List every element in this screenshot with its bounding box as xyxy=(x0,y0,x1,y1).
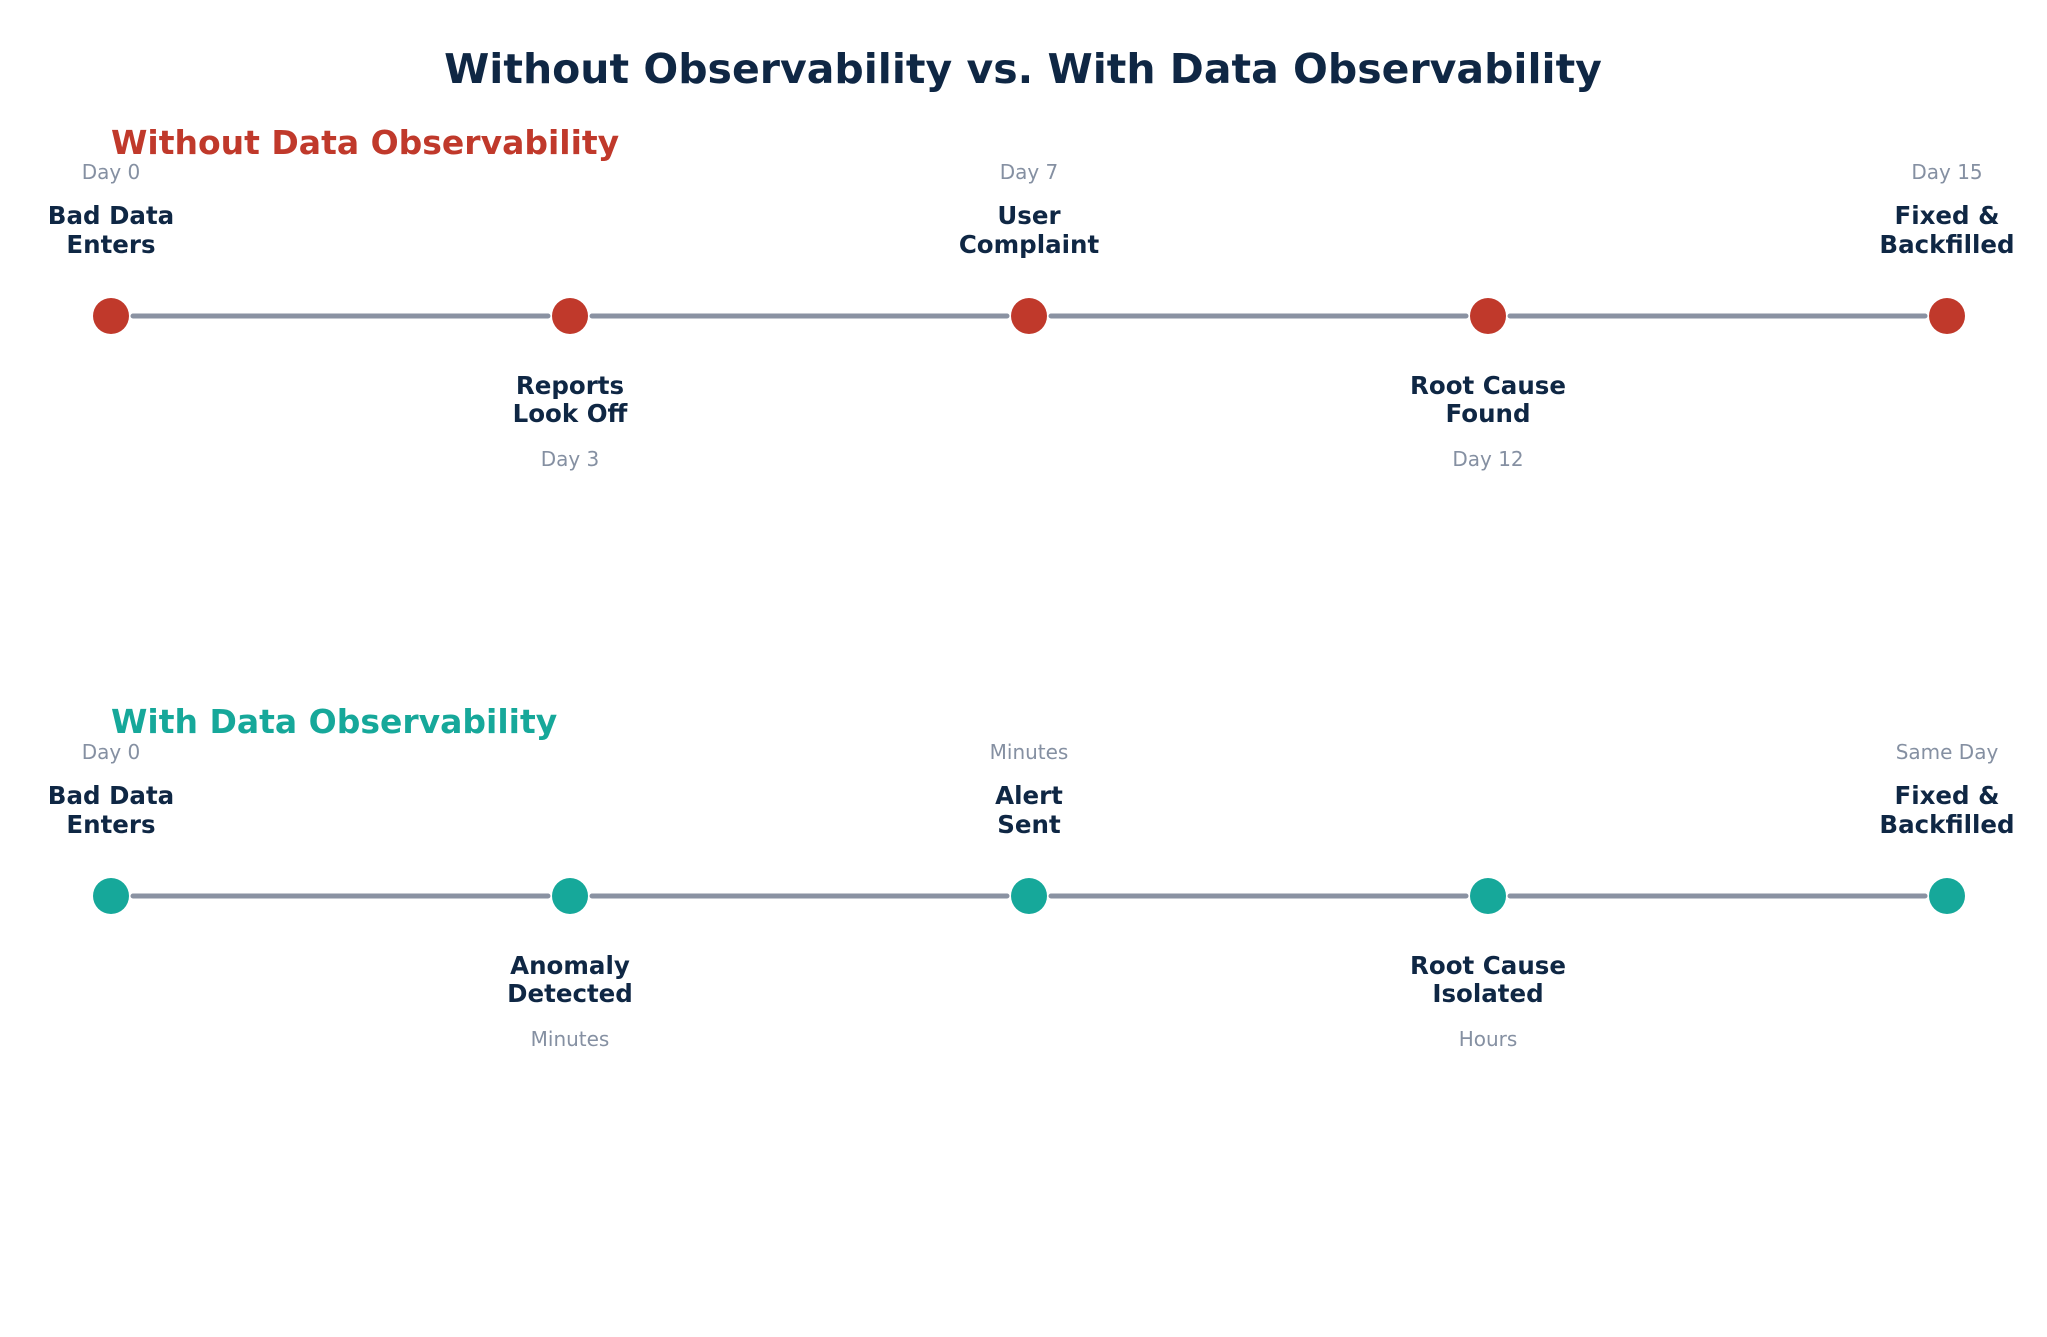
event-marker xyxy=(1011,878,1047,914)
event-label-line1: Bad Data xyxy=(48,781,174,810)
event-label-line1: Fixed & xyxy=(1895,201,2000,230)
event-label-line2: Detected xyxy=(507,979,633,1008)
event-marker xyxy=(552,298,588,334)
event-time: Hours xyxy=(1459,1027,1518,1051)
event-time: Day 3 xyxy=(541,447,600,471)
event-marker xyxy=(1929,298,1965,334)
event-time: Day 0 xyxy=(82,740,141,764)
event-label-line1: User xyxy=(997,201,1061,230)
event-label-line2: Sent xyxy=(997,810,1061,839)
event-label-line2: Backfilled xyxy=(1879,810,2014,839)
event-label-line1: Bad Data xyxy=(48,201,174,230)
event-time: Same Day xyxy=(1896,740,1999,764)
event-marker xyxy=(1929,878,1965,914)
timeline-event: Same Day Fixed &Backfilled xyxy=(1879,740,2015,914)
event-label-line2: Enters xyxy=(66,230,155,259)
event-time: Minutes xyxy=(990,740,1069,764)
event-label-line2: Backfilled xyxy=(1879,230,2014,259)
event-label-line2: Look Off xyxy=(513,399,629,428)
event-time: Day 15 xyxy=(1911,160,1982,184)
event-label-line2: Complaint xyxy=(959,230,1100,259)
event-marker xyxy=(1011,298,1047,334)
event-label-line2: Isolated xyxy=(1432,979,1543,1008)
event-marker xyxy=(1470,878,1506,914)
event-label-line1: Root Cause xyxy=(1410,371,1566,400)
event-time: Minutes xyxy=(531,1027,610,1051)
event-time: Day 7 xyxy=(1000,160,1059,184)
event-label-line1: Alert xyxy=(995,781,1063,810)
timeline-event: Day 15 Fixed &Backfilled xyxy=(1879,160,2015,334)
event-label-line2: Enters xyxy=(66,810,155,839)
event-label-line1: Reports xyxy=(516,371,624,400)
section-heading-with: With Data Observability xyxy=(111,702,557,741)
event-marker xyxy=(1470,298,1506,334)
event-marker xyxy=(93,298,129,334)
event-time: Day 0 xyxy=(82,160,141,184)
event-label-line1: Fixed & xyxy=(1895,781,2000,810)
event-label-line1: Root Cause xyxy=(1410,951,1566,980)
event-marker xyxy=(93,878,129,914)
event-time: Day 12 xyxy=(1452,447,1523,471)
section-heading-without: Without Data Observability xyxy=(111,123,619,162)
event-label-line1: Anomaly xyxy=(510,951,630,980)
diagram-title: Without Observability vs. With Data Obse… xyxy=(444,45,1602,93)
event-label-line2: Found xyxy=(1446,399,1531,428)
event-marker xyxy=(552,878,588,914)
